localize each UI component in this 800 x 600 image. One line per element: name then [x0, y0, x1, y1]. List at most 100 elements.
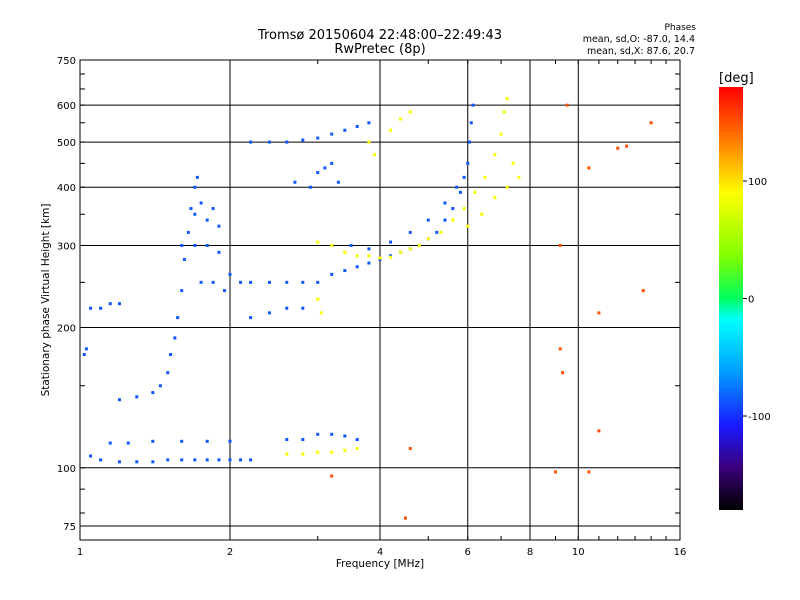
data-point: [189, 207, 193, 211]
data-point: [343, 250, 347, 254]
data-point: [373, 153, 377, 157]
data-point: [135, 395, 139, 399]
colorbar-tick-label: 0: [748, 295, 754, 306]
data-point: [285, 280, 289, 284]
data-point: [455, 185, 459, 189]
tick-labels: 1 2 4 6 8 10 16 75 100 200 300 400 500 600 750: [57, 56, 686, 558]
data-point: [641, 289, 645, 293]
data-point: [89, 454, 93, 458]
y-tick-label: 750: [57, 56, 76, 67]
x-tick-label: 10: [572, 547, 585, 558]
colorbar-gradient: [719, 87, 743, 510]
data-point: [249, 140, 253, 144]
data-point: [301, 452, 305, 456]
data-point: [193, 458, 197, 462]
data-point: [462, 207, 466, 211]
chart-subtitle: RwPretec (8p): [334, 42, 426, 57]
data-point: [323, 166, 327, 170]
data-point: [330, 432, 334, 436]
data-point: [330, 132, 334, 136]
data-point: [505, 185, 509, 189]
data-point: [267, 311, 271, 315]
data-point: [228, 458, 232, 462]
data-point: [205, 243, 209, 247]
data-point: [99, 306, 103, 310]
data-point: [517, 175, 521, 179]
x-axis-label: Frequency [MHz]: [335, 558, 425, 570]
data-point: [330, 450, 334, 454]
data-point: [316, 280, 320, 284]
data-point: [108, 441, 112, 445]
data-point: [443, 218, 447, 222]
data-point: [408, 230, 412, 234]
colorbar-tick-label: -100: [748, 412, 771, 423]
data-point: [553, 470, 557, 474]
data-point: [301, 306, 305, 310]
data-point: [403, 516, 407, 520]
data-point: [199, 201, 203, 205]
data-point: [493, 196, 497, 200]
data-point: [193, 185, 197, 189]
data-point: [469, 121, 473, 125]
data-point: [239, 280, 243, 284]
phase-stats-title: Phases: [664, 23, 696, 33]
x-tick-label: 4: [377, 547, 383, 558]
data-point: [451, 218, 455, 222]
data-point: [343, 434, 347, 438]
data-point: [343, 269, 347, 273]
data-point: [193, 243, 197, 247]
data-point: [180, 439, 184, 443]
data-point: [173, 336, 177, 340]
data-point: [166, 371, 170, 375]
data-point: [117, 398, 121, 402]
data-point: [249, 316, 253, 320]
data-point: [176, 316, 180, 320]
data-point: [267, 280, 271, 284]
data-point: [211, 207, 215, 211]
data-point: [587, 166, 591, 170]
data-point: [285, 140, 289, 144]
data-point: [417, 243, 421, 247]
data-point: [367, 254, 371, 258]
data-point: [330, 243, 334, 247]
data-point: [285, 452, 289, 456]
data-point: [316, 297, 320, 301]
data-point: [426, 218, 430, 222]
data-point: [466, 224, 470, 228]
plot-border: [79, 59, 681, 541]
grid: [80, 60, 680, 540]
data-point: [355, 438, 359, 442]
data-point: [308, 185, 312, 189]
data-point: [367, 140, 371, 144]
data-point: [616, 146, 620, 150]
data-point: [649, 121, 653, 125]
data-point: [625, 144, 629, 148]
x-tick-label: 1: [77, 547, 83, 558]
data-point: [217, 458, 221, 462]
colorbar-tick-label: 100: [748, 177, 767, 188]
data-point: [249, 458, 253, 462]
data-point: [126, 441, 130, 445]
phase-stats-x: mean, sd,X: 87.6, 20.7: [586, 46, 695, 57]
data-point: [205, 439, 209, 443]
data-point: [301, 138, 305, 142]
data-point: [336, 180, 340, 184]
data-point: [561, 371, 565, 375]
data-point: [439, 230, 443, 234]
data-point: [389, 255, 393, 259]
data-point: [355, 265, 359, 269]
data-point: [158, 384, 162, 388]
data-point: [597, 311, 601, 315]
data-point: [493, 153, 497, 157]
plot-frame: [79, 59, 681, 541]
data-point: [389, 240, 393, 244]
data-point: [217, 224, 221, 228]
phase-stats-o: mean, sd,O: -87.0, 14.4: [582, 34, 695, 45]
data-point: [367, 261, 371, 265]
data-point: [316, 171, 320, 175]
data-point: [587, 470, 591, 474]
data-point: [228, 439, 232, 443]
data-point: [151, 391, 155, 395]
data-point: [565, 103, 569, 107]
data-point: [408, 447, 412, 451]
